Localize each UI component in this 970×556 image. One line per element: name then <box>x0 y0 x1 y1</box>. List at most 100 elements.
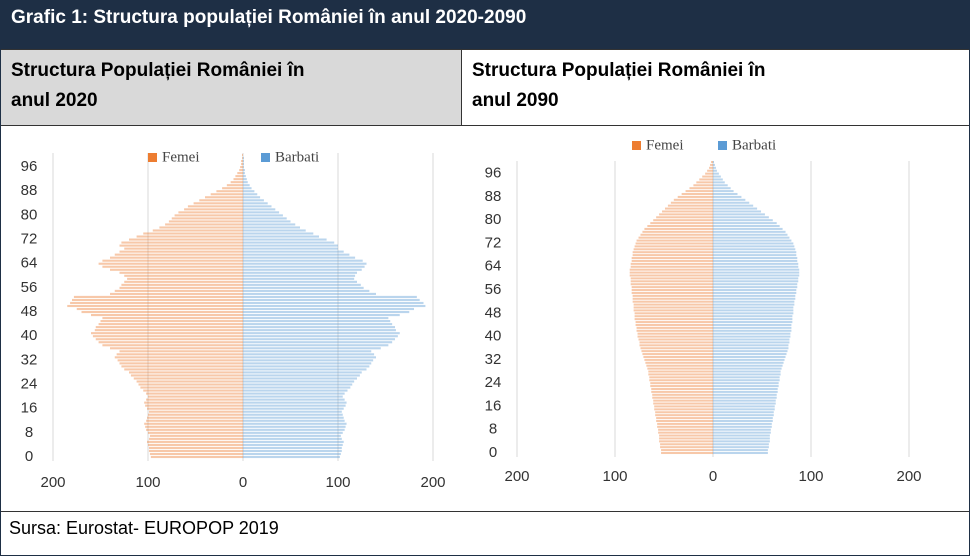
bar <box>235 175 243 178</box>
bar <box>145 425 243 428</box>
legend-swatch <box>632 141 641 150</box>
y-tick-label: 88 <box>21 182 38 199</box>
bar <box>651 387 713 390</box>
bar <box>243 359 374 362</box>
bar <box>136 380 243 383</box>
bar <box>243 326 395 329</box>
bar <box>713 364 783 367</box>
y-tick-label: 24 <box>21 375 38 392</box>
bar <box>243 250 344 253</box>
bar <box>243 159 244 163</box>
bar <box>713 216 769 219</box>
y-tick-label: 72 <box>485 234 502 251</box>
bar <box>199 199 243 202</box>
bar <box>110 292 243 295</box>
bar <box>713 207 758 210</box>
bar <box>713 373 781 376</box>
bar <box>707 169 713 172</box>
bar <box>648 373 713 376</box>
legend-swatch <box>148 153 157 162</box>
y-tick-label: 16 <box>21 400 38 417</box>
bar <box>243 353 375 356</box>
bar <box>216 190 243 193</box>
bar <box>713 309 794 312</box>
bar <box>646 364 713 367</box>
bar <box>243 332 400 335</box>
bar <box>147 440 243 443</box>
bar <box>713 297 796 300</box>
bar <box>116 353 243 356</box>
bar <box>713 408 775 411</box>
bar <box>713 271 800 274</box>
bar <box>713 230 786 233</box>
bar <box>653 399 713 402</box>
bar <box>713 428 771 431</box>
bar <box>656 417 713 420</box>
bar <box>243 304 426 308</box>
bar <box>119 286 243 289</box>
bar <box>658 431 713 434</box>
bar <box>143 232 243 235</box>
bar <box>243 452 341 456</box>
bar <box>713 350 788 353</box>
bar <box>713 419 773 423</box>
bar <box>187 205 243 208</box>
bar <box>243 307 414 311</box>
bar <box>243 365 370 368</box>
bar <box>631 289 713 292</box>
bar <box>713 446 769 449</box>
bar <box>636 329 713 332</box>
bar <box>243 377 357 380</box>
bar <box>148 431 243 434</box>
bar <box>243 178 247 181</box>
bar <box>713 440 770 443</box>
bar <box>713 169 717 172</box>
bar <box>713 181 725 184</box>
bar <box>650 222 713 225</box>
bar <box>713 265 799 268</box>
bar <box>243 356 376 359</box>
bar <box>657 422 713 425</box>
bar <box>713 312 794 315</box>
bar <box>243 265 365 268</box>
bar <box>713 286 798 289</box>
legend-label: Femei <box>162 149 200 165</box>
bar <box>243 347 381 350</box>
bar <box>713 219 773 222</box>
bar <box>243 217 287 220</box>
bar <box>95 326 243 329</box>
bar <box>713 239 792 242</box>
bar <box>239 169 243 172</box>
bar <box>647 225 713 228</box>
legend-swatch <box>261 153 270 162</box>
bar <box>92 335 244 338</box>
bar <box>655 414 713 417</box>
y-tick-label: 64 <box>21 255 38 272</box>
bar <box>146 428 243 431</box>
bar <box>636 326 713 329</box>
bar <box>243 172 245 175</box>
bar <box>713 431 771 434</box>
legend-label: Femei <box>646 137 684 153</box>
y-tick-label: 48 <box>21 303 38 320</box>
bar <box>98 323 243 326</box>
bar <box>713 385 779 388</box>
bar <box>243 323 393 326</box>
bar <box>630 262 713 265</box>
bar <box>670 201 713 204</box>
bar <box>713 225 780 228</box>
bar <box>243 329 396 332</box>
bar <box>243 247 338 250</box>
bar <box>130 374 243 377</box>
bar <box>243 431 343 434</box>
bar <box>696 181 713 184</box>
bar <box>72 298 243 302</box>
bar <box>102 344 244 347</box>
bar <box>713 254 797 257</box>
bar <box>638 236 713 239</box>
bar <box>91 332 243 335</box>
bar <box>243 238 327 241</box>
bar <box>659 213 713 216</box>
bar <box>699 178 713 181</box>
bar <box>636 239 713 242</box>
